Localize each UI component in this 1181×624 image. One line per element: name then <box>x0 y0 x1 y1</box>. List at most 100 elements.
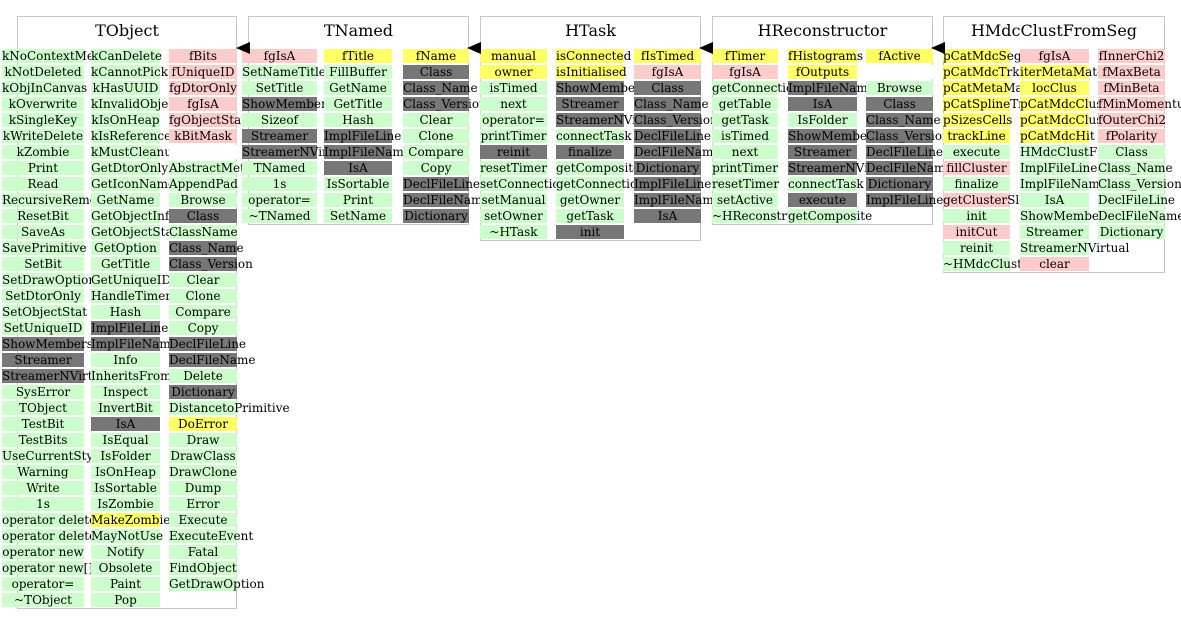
member-cell: IsA <box>788 97 857 111</box>
member-cell: DeclFileLine <box>1098 193 1176 207</box>
member-cell: IsA <box>634 209 701 223</box>
member-cell: fgIsA <box>1020 49 1089 63</box>
member-cell: fUniqueID <box>169 65 237 79</box>
hmdcclustfromseg-col-3: fInnerChi2 fMaxBeta fMinBeta fMinMomentum fO… <box>1098 49 1181 241</box>
member-cell: connectTask <box>788 177 864 191</box>
member-cell: Class_Version <box>1098 177 1181 191</box>
member-cell: GetTitle <box>91 257 160 271</box>
member-cell: Print <box>324 193 392 207</box>
member-cell: DrawClone <box>169 465 237 479</box>
member-cell: operator new <box>2 545 84 559</box>
member-cell: ImplFileName <box>324 145 411 159</box>
member-cell: Warning <box>2 465 84 479</box>
member-cell: ImplFileName <box>788 81 875 95</box>
member-cell: InheritsFrom <box>91 369 172 383</box>
tobject-col-2: kCanDelete kCannotPick kHasUUID kInvalidObj… <box>91 49 180 609</box>
member-cell: HandleTimer <box>91 289 172 303</box>
member-cell: Hash <box>91 305 160 319</box>
member-cell: pCatSplineTrack <box>943 97 1046 111</box>
member-cell: Inspect <box>91 385 160 399</box>
member-cell: kOverwrite <box>2 97 84 111</box>
member-cell: HMdcClustFromSeg <box>1020 145 1145 159</box>
member-cell: isTimed <box>712 129 778 143</box>
member-cell: Class_Name <box>1098 161 1173 175</box>
member-cell: SetBit <box>2 257 84 271</box>
member-cell: kHasUUID <box>91 81 160 95</box>
member-cell: fActive <box>866 49 933 63</box>
member-cell: SetTitle <box>242 81 317 95</box>
member-cell: reinit <box>943 241 1010 255</box>
member-cell: fgIsA <box>242 49 317 63</box>
member-cell: MakeZombie <box>91 513 171 527</box>
hreconstructor-col-3: fActive Browse Class Class_Name Class_Versio… <box>866 49 953 209</box>
member-cell: Browse <box>866 81 933 95</box>
member-cell: fBits <box>169 49 237 63</box>
member-cell: operator delete <box>2 513 97 527</box>
member-cell: manual <box>480 49 547 63</box>
member-cell: owner <box>480 65 547 79</box>
member-cell: Browse <box>169 193 237 207</box>
member-cell: GetIconName <box>91 177 176 191</box>
member-cell: locClus <box>1020 81 1089 95</box>
member-cell: Clear <box>169 273 237 287</box>
member-cell: isConnected <box>556 49 632 63</box>
member-cell <box>169 145 237 159</box>
member-cell: fgIsA <box>712 65 778 79</box>
member-cell: getClusterSlot <box>943 193 1032 207</box>
member-cell: getConnections <box>556 177 652 191</box>
member-cell: SetName <box>324 209 392 223</box>
inheritance-arrow-hreconstructor-to-htask <box>699 42 713 54</box>
tobject-col-1: kNoContextMenu kNotDeleted kObjInCanvas kOv… <box>2 49 111 609</box>
tnamed-col-3: fName Class Class_Name Class_Version Clear Cl… <box>403 49 490 225</box>
member-cell: ImplFileLine <box>91 321 169 335</box>
member-cell: Class_Version <box>403 97 487 111</box>
member-cell: Dictionary <box>634 161 701 175</box>
member-cell: IsEqual <box>91 433 160 447</box>
member-cell: IsZombie <box>91 497 160 511</box>
member-cell: Compare <box>169 305 237 319</box>
member-cell: ~HMdcClustFromSeg <box>943 257 1078 271</box>
member-cell: operator delete[] <box>2 529 106 543</box>
class-title-tnamed: TNamed <box>323 21 394 40</box>
htask-col-1: manual owner isTimed next operator= printTime… <box>480 49 574 241</box>
class-title-tobject: TObject <box>95 21 159 40</box>
member-cell: Clone <box>403 129 469 143</box>
member-cell: GetObjectStat <box>91 225 178 239</box>
member-cell: execute <box>943 145 1010 159</box>
member-cell: ShowMembers <box>556 81 647 95</box>
member-cell: setActive <box>712 193 778 207</box>
member-cell: pCatMdcHit <box>1020 129 1095 143</box>
member-cell: UseCurrentStyle <box>2 449 105 463</box>
member-cell: Dictionary <box>866 177 933 191</box>
member-cell: FillBuffer <box>324 65 392 79</box>
member-cell: DeclFileLine <box>866 145 944 159</box>
member-cell: GetDrawOption <box>169 577 265 591</box>
member-cell: pSizesCells <box>943 113 1013 127</box>
member-cell: Class <box>169 209 237 223</box>
member-cell: fgObjectStat <box>169 113 247 127</box>
class-title-htask: HTask <box>565 21 616 40</box>
member-cell: TObject <box>2 401 84 415</box>
member-cell: Pop <box>91 593 160 607</box>
member-cell: ImplFileName <box>634 193 721 207</box>
member-cell: ~HTask <box>480 225 547 239</box>
member-cell: fOutputs <box>788 65 857 79</box>
member-cell: ImplFileName <box>1020 177 1107 191</box>
member-cell: GetDtorOnly <box>91 161 169 175</box>
member-cell: pCatMdcSeg <box>943 49 1022 63</box>
member-cell: printTimer <box>712 161 778 175</box>
member-cell: ImplFileLine <box>1020 161 1098 175</box>
member-cell: fMinBeta <box>1098 81 1165 95</box>
member-cell: finalize <box>556 145 624 159</box>
member-cell: Obsolete <box>91 561 160 575</box>
member-cell: RecursiveRemove <box>2 193 111 207</box>
member-cell: fTitle <box>324 49 392 63</box>
member-cell: fHistograms <box>788 49 864 63</box>
member-cell: StreamerNVirtual <box>242 145 352 159</box>
member-cell: ImplFileLine <box>324 129 402 143</box>
member-cell: Copy <box>169 321 237 335</box>
member-cell: fTimer <box>712 49 778 63</box>
member-cell: fName <box>403 49 469 63</box>
member-cell: fgIsA <box>634 65 701 79</box>
member-cell: getTask <box>556 209 624 223</box>
